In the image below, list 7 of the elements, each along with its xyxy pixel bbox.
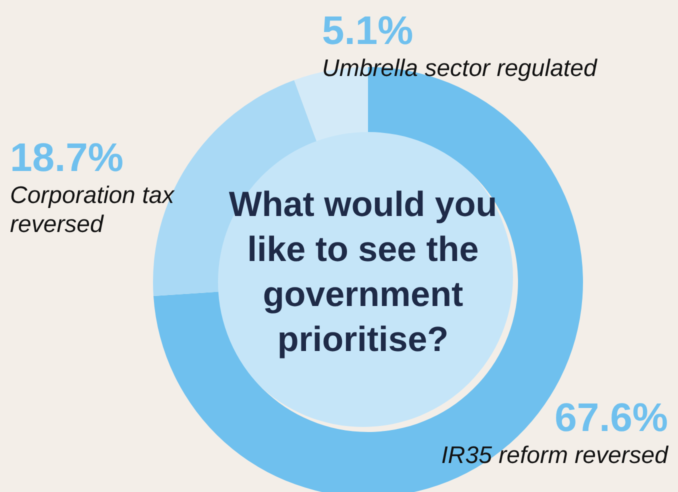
text: What would you like to see the government prioritise? [228, 184, 498, 361]
data-label: 67.6% [554, 395, 668, 441]
slice-label: IR35 reform reversed [440, 441, 668, 470]
slice-label: Corporation tax reversed [10, 181, 176, 239]
slice-label: Umbrella sector regulated [322, 54, 598, 83]
data-label: 5.1% [322, 8, 414, 54]
data-label: 18.7% [10, 135, 124, 181]
